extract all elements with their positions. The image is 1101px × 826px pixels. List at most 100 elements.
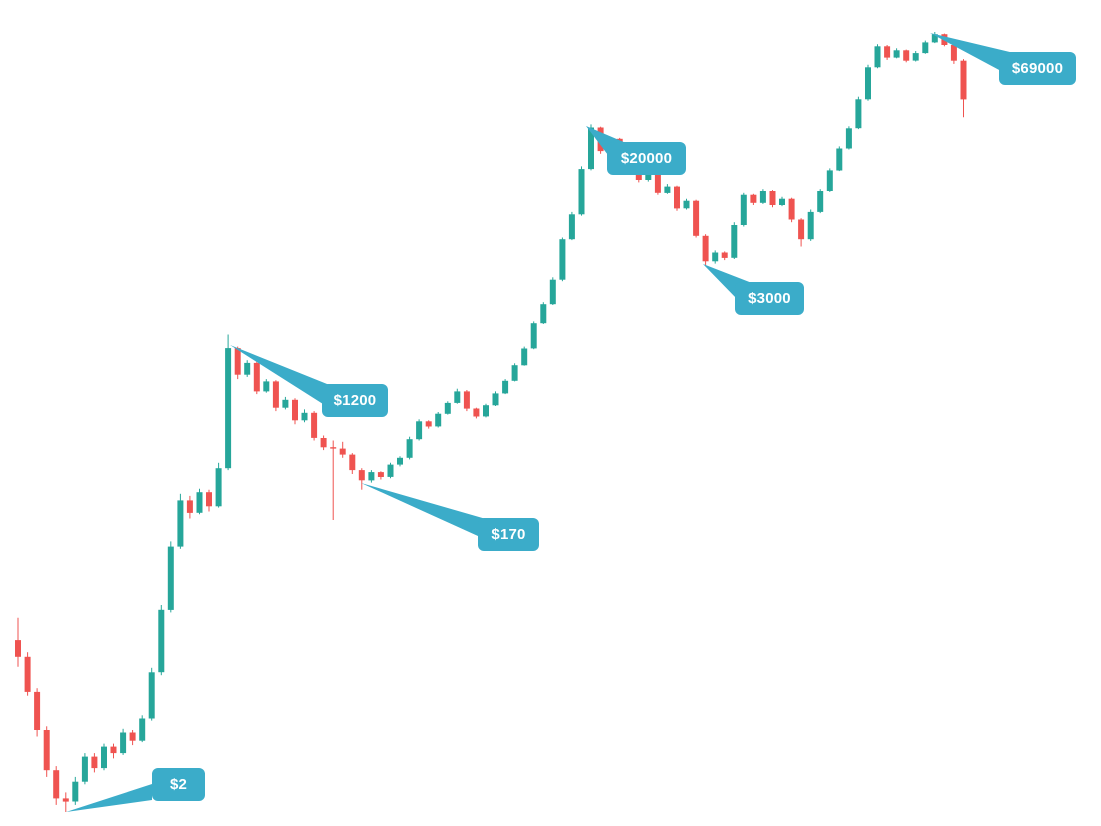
- candle: [416, 419, 423, 441]
- candle: [15, 617, 21, 667]
- candle-body: [817, 191, 824, 212]
- candle: [530, 321, 537, 350]
- candle: [196, 488, 203, 515]
- candle-body: [693, 200, 700, 236]
- candle: [425, 420, 432, 429]
- candle: [53, 766, 60, 805]
- candle-body: [521, 348, 528, 366]
- candle-body: [215, 468, 222, 507]
- candle: [244, 360, 251, 377]
- candle-body: [120, 732, 127, 754]
- candle-body: [81, 756, 88, 782]
- candle-body: [186, 500, 193, 513]
- candle-body: [874, 46, 881, 68]
- candle-body: [826, 170, 833, 191]
- candle: [836, 146, 843, 172]
- candle: [186, 495, 193, 519]
- price-callout-label: $170: [491, 526, 526, 543]
- candle-body: [683, 200, 690, 209]
- candle: [129, 730, 136, 746]
- candle: [674, 185, 680, 211]
- candle-body: [492, 393, 499, 406]
- candle: [693, 199, 700, 238]
- candle: [406, 436, 413, 460]
- candle-body: [836, 148, 843, 171]
- candle: [177, 493, 184, 549]
- candle-body: [960, 60, 967, 100]
- candle: [702, 234, 709, 267]
- candle: [282, 396, 289, 410]
- candle-body: [110, 746, 117, 754]
- candle-body: [444, 402, 451, 414]
- candle-body: [196, 492, 203, 513]
- candle-body: [425, 421, 432, 427]
- candle-body: [540, 304, 547, 324]
- candle: [234, 346, 241, 380]
- candle-body: [177, 500, 184, 547]
- candle: [483, 403, 489, 418]
- candle: [101, 743, 107, 771]
- candle-body: [253, 362, 260, 392]
- candle: [167, 541, 174, 613]
- candle-body: [463, 391, 470, 409]
- candle: [540, 302, 547, 324]
- candle: [960, 59, 967, 118]
- candle: [826, 168, 833, 192]
- candle: [387, 462, 394, 479]
- candle-body: [349, 454, 356, 471]
- candle-body: [788, 198, 795, 220]
- candle-body: [148, 672, 155, 719]
- candle-body: [483, 405, 489, 417]
- candle: [110, 743, 117, 759]
- candle: [263, 379, 270, 393]
- candle-body: [912, 53, 919, 61]
- candle-body: [62, 798, 69, 802]
- candle-body: [807, 211, 814, 240]
- candle: [320, 435, 327, 451]
- candle-body: [865, 67, 871, 100]
- candle-body: [759, 191, 766, 203]
- candle: [473, 407, 480, 419]
- candle-body: [225, 348, 232, 469]
- candle-body: [454, 391, 461, 403]
- candle: [91, 753, 98, 773]
- candle-body: [292, 399, 298, 421]
- candle: [855, 96, 862, 130]
- candle: [81, 753, 88, 785]
- candle: [788, 197, 795, 223]
- candle-body: [855, 99, 862, 129]
- candle: [845, 126, 852, 150]
- candle-body: [377, 472, 384, 477]
- candle-body: [339, 448, 346, 455]
- candle-body: [244, 362, 251, 375]
- candle-body: [24, 656, 31, 692]
- candle-body: [645, 172, 652, 180]
- candle-body: [779, 198, 785, 205]
- candle-body: [387, 464, 394, 477]
- candle: [549, 277, 556, 305]
- candle-body: [922, 42, 929, 54]
- price-callout-20000: $20000: [607, 142, 686, 175]
- candle: [206, 489, 212, 512]
- candle-body: [158, 609, 165, 673]
- candle-body: [406, 439, 413, 458]
- candle: [158, 605, 165, 676]
- candle: [139, 715, 146, 743]
- candle-body: [950, 45, 957, 61]
- candle: [731, 222, 738, 259]
- candle-body: [53, 770, 60, 799]
- candle-body: [34, 691, 41, 730]
- candle: [435, 412, 442, 428]
- candle-body: [91, 756, 98, 769]
- callout-tail: [361, 483, 486, 536]
- price-callout-2: $2: [152, 768, 205, 801]
- candle-body: [397, 457, 403, 465]
- candle-body: [750, 194, 757, 203]
- candle: [72, 776, 79, 805]
- candle: [339, 441, 346, 458]
- candle: [683, 198, 690, 210]
- price-callout-label: $20000: [620, 150, 673, 167]
- callout-tail: [230, 345, 332, 404]
